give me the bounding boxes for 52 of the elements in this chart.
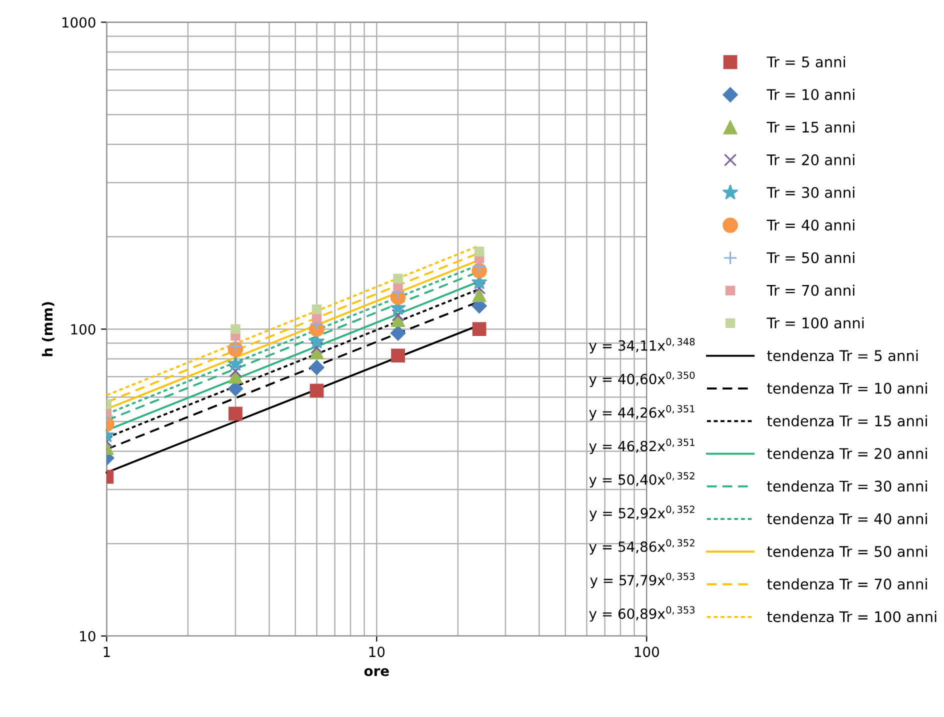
legend-label: tendenza Tr = 70 anni xyxy=(767,578,927,590)
point xyxy=(228,356,244,371)
legend-label: Tr = 50 anni xyxy=(766,252,854,264)
point xyxy=(310,384,324,398)
x-tick-label: 10 xyxy=(369,646,385,658)
point xyxy=(309,360,324,376)
point xyxy=(472,288,486,302)
point xyxy=(472,322,486,336)
x-axis-title: ore xyxy=(364,668,389,676)
annotation: y = 40,60x$^{0,350}$ xyxy=(589,372,695,387)
y-tick-label: 10 xyxy=(80,630,96,642)
annotation: y = 50,40x$^{0,352}$ xyxy=(589,472,694,488)
annotation: y = 44,26x$^{0,351}$ xyxy=(589,405,694,421)
x-tick-label: 100 xyxy=(634,646,659,658)
point xyxy=(230,324,240,334)
annotation: y = 34,11x$^{0,348}$ xyxy=(589,338,695,354)
legend-label: Tr = 70 anni xyxy=(766,284,854,296)
legend-label: Tr = 10 anni xyxy=(766,88,854,100)
y-tick-label: 100 xyxy=(71,324,96,335)
annotation: y = 52,92x$^{0,352}$ xyxy=(589,506,694,522)
point xyxy=(392,308,404,322)
legend-label: tendenza Tr = 20 anni xyxy=(767,448,927,460)
legend-label: Tr = 5 anni xyxy=(766,56,846,68)
legend-label: tendenza Tr = 100 anni xyxy=(767,610,936,622)
legend-label: tendenza Tr = 10 anni xyxy=(767,382,927,394)
annotation: y = 54,86x$^{0,352}$ xyxy=(589,539,694,555)
legend-label: Tr = 100 anni xyxy=(766,317,864,329)
legend-label: tendenza Tr = 50 anni xyxy=(767,546,927,557)
point xyxy=(474,246,484,256)
annotation: y = 46,82x$^{0,351}$ xyxy=(589,438,694,454)
point xyxy=(228,406,242,421)
y-axis-title: h (mm) xyxy=(42,302,54,356)
legend-label: Tr = 40 anni xyxy=(766,219,854,231)
legend-label: Tr = 20 anni xyxy=(766,154,854,166)
legend-label: Tr = 15 anni xyxy=(766,121,854,133)
point xyxy=(312,304,322,314)
legend-label: tendenza Tr = 15 anni xyxy=(767,415,927,426)
annotation: y = 57,79x$^{0,353}$ xyxy=(590,572,694,588)
legend-label: tendenza Tr = 30 anni xyxy=(767,480,927,492)
legend-label: tendenza Tr = 40 anni xyxy=(767,513,927,524)
point xyxy=(228,339,243,354)
x-tick-label: 1 xyxy=(104,646,110,657)
legend-label: Tr = 30 anni xyxy=(766,186,854,198)
point xyxy=(229,364,242,378)
point xyxy=(472,282,486,295)
annotation: y = 60,89x$^{0,353}$ xyxy=(589,606,695,622)
point xyxy=(391,348,405,362)
legend-label: tendenza Tr = 5 anni xyxy=(767,350,918,362)
y-tick-label: 1000 xyxy=(62,17,96,28)
point xyxy=(390,326,406,341)
point xyxy=(310,341,324,354)
point xyxy=(393,274,403,284)
